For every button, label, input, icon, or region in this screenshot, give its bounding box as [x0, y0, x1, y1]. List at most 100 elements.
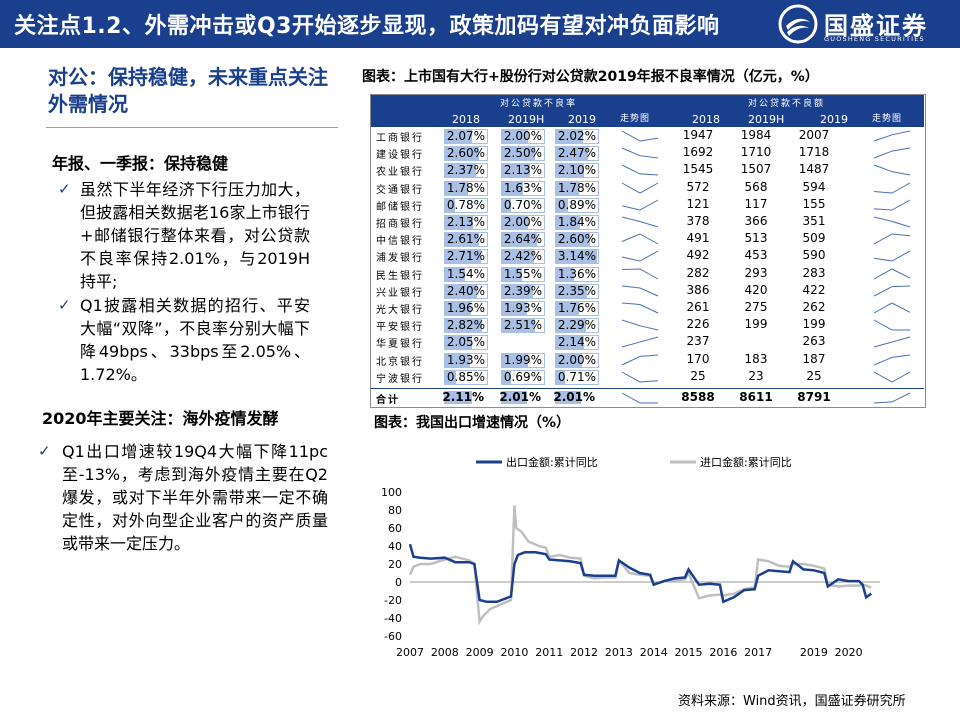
amount-value: 1718 [798, 145, 830, 160]
rate-bar [445, 181, 469, 195]
y-tick-label: 0 [395, 576, 402, 589]
total-label: 合计 [376, 395, 400, 406]
rate-cell: 2.40% [444, 283, 488, 299]
rate-cell: 2.13% [444, 215, 488, 230]
amount-value: 366 [744, 214, 768, 228]
rate-value: 3.14% [557, 249, 596, 264]
rate-cell: 0.69% [501, 369, 545, 385]
amount-value: 1507 [740, 162, 772, 177]
rate-value: 1.78% [557, 180, 596, 195]
legend-label: 进口金额:累计同比 [700, 455, 792, 469]
rate-value: 1.78% [446, 180, 485, 195]
y-tick-label: -60 [384, 630, 402, 643]
sparkline [873, 216, 911, 228]
rate-value: 2.13% [446, 215, 485, 229]
section-title: 对公：保持稳健，未来重点关注外需情况 [48, 65, 328, 116]
y-tick-label: 20 [388, 558, 402, 571]
group-header-rate: 对公贷款不良率 [500, 99, 578, 109]
rate-value: 1.76% [557, 301, 596, 315]
rate-cell: 2.00% [555, 352, 599, 368]
amount-value: 590 [802, 248, 826, 263]
rate-cell: 2.64% [501, 232, 545, 248]
sparkline [621, 285, 659, 297]
rate-bar [444, 391, 472, 404]
rate-bar [555, 391, 582, 404]
x-tick-label: 2012 [570, 646, 598, 659]
bank-name: 平安银行 [376, 322, 424, 334]
rate-value: 2.00% [503, 215, 542, 229]
bank-name: 招商银行 [376, 219, 424, 230]
y-tick-label: 100 [381, 486, 402, 499]
bank-name: 兴业银行 [376, 287, 424, 299]
check-icon: ✓ [58, 296, 71, 314]
x-tick-label: 2015 [675, 646, 703, 659]
rate-cell: 2.47% [555, 146, 599, 162]
bullet-text-3: Q1出口增速较19Q4大幅下降11pc至-13%，考虑到海外疫情主要在Q2爆发，… [62, 442, 328, 553]
subheading-2020: 2020年主要关注：海外疫情发酵 [42, 409, 279, 428]
rate-cell: 1.78% [555, 180, 599, 196]
y-tick-label: 60 [388, 522, 402, 535]
export-growth-chart: 出口金额:累计同比 进口金额:累计同比 100 80 60 40 20 0 -20 -40 -60 2… [381, 455, 880, 659]
rate-value: 2.13% [503, 163, 542, 178]
bank-name: 光大银行 [376, 305, 424, 316]
bank-name: 北京银行 [376, 356, 424, 368]
amount-value: 8791 [797, 390, 831, 404]
rate-bar [445, 336, 472, 350]
sparkline [621, 250, 659, 262]
rate-cell: 1.36% [555, 266, 599, 282]
rate-bar [445, 198, 456, 212]
amount-value: 509 [802, 231, 826, 246]
amount-value: 8588 [681, 390, 715, 404]
divider [46, 127, 338, 128]
y-tick-label: 40 [388, 540, 402, 553]
rate-value: 1.54% [446, 266, 485, 281]
logo-text: 国盛证券 [824, 12, 928, 40]
rate-value: 2.39% [503, 283, 542, 298]
x-tick-label: 2014 [640, 646, 668, 659]
rate-bar [502, 302, 528, 315]
col-year: 2018 [452, 113, 480, 126]
table-header [371, 95, 924, 127]
import-series-line [408, 505, 872, 626]
x-tick-label: 2007 [396, 646, 424, 659]
x-tick-label: 2011 [535, 646, 563, 659]
rate-bar [556, 353, 583, 367]
rate-cell: 0.71% [555, 369, 599, 385]
rate-cell: 1.54% [444, 266, 488, 282]
amount-value: 572 [686, 179, 710, 194]
rate-value: 1.84% [557, 215, 596, 229]
rate-cell: 2.60% [555, 232, 599, 248]
rate-cell: 2.00% [501, 215, 545, 230]
rate-cell: 2.37% [444, 163, 488, 179]
rate-cell: 2.10% [555, 163, 599, 179]
sparkline [873, 233, 911, 245]
chart-title: 图表：我国出口增速情况（%） [374, 415, 571, 431]
check-icon: ✓ [38, 442, 51, 460]
sparkline [873, 336, 911, 348]
bank-name: 邮储银行 [376, 201, 424, 213]
y-tick-label: 80 [388, 504, 402, 517]
logo-subtext: GUOSHENG SECURITIES [824, 35, 925, 43]
rate-cell: 2.82% [444, 318, 488, 334]
rate-cell: 2.02% [555, 129, 599, 144]
rate-cell: 2.61% [444, 232, 488, 248]
table-title: 图表：上市国有大行+股份行对公贷款2019年报不良率情况（亿元，%） [362, 69, 819, 85]
amount-value: 1692 [682, 145, 714, 160]
col-trend: 走势图 [620, 114, 651, 124]
col-year: 2019 [820, 113, 848, 126]
rate-bar [556, 302, 580, 315]
x-tick-label: 2009 [466, 646, 494, 659]
rate-cell: 1.78% [444, 180, 488, 196]
sparkline [873, 319, 910, 331]
source-note: 资料来源：Wind资讯，国盛证券研究所 [678, 694, 906, 709]
sparkline [873, 285, 911, 297]
amount-value: 386 [686, 282, 710, 297]
total-divider [371, 388, 924, 389]
rate-cell: 2.05% [444, 335, 488, 351]
amount-value: 237 [686, 334, 710, 349]
rate-value: 2.60% [557, 232, 596, 247]
amount-value: 491 [686, 231, 710, 246]
rate-bar [556, 198, 568, 212]
amount-value: 378 [686, 214, 710, 228]
rate-bar [502, 164, 530, 178]
